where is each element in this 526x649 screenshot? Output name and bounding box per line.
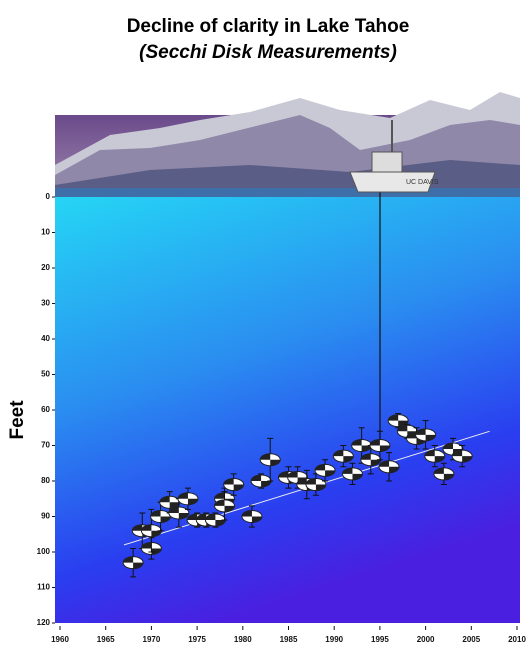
x-tick-label: 1960 [51, 635, 69, 644]
y-tick-label: 90 [41, 512, 50, 521]
x-tick-label: 2000 [417, 635, 435, 644]
x-tick-label: 1965 [97, 635, 115, 644]
y-tick-label: 10 [41, 228, 50, 237]
x-tick-label: 1990 [325, 635, 343, 644]
y-axis-label: Feet [7, 400, 28, 440]
y-tick-label: 110 [37, 583, 50, 592]
x-tick-label: 1985 [280, 635, 298, 644]
y-tick-label: 50 [41, 370, 50, 379]
scenery [55, 92, 520, 197]
x-tick-label: 1975 [188, 635, 206, 644]
y-tick-label: 20 [41, 263, 50, 272]
x-tick-label: 2005 [462, 635, 480, 644]
x-tick-label: 2010 [508, 635, 526, 644]
chart-subtitle: (Secchi Disk Measurements) [139, 42, 397, 63]
x-tick-label: 1995 [371, 635, 389, 644]
x-tick-label: 1980 [234, 635, 252, 644]
y-tick-label: 120 [37, 618, 51, 627]
chart-title: Decline of clarity in Lake Tahoe [127, 16, 410, 37]
y-tick-label: 60 [41, 405, 50, 414]
ship-label: UC DAVIS [406, 179, 439, 186]
x-tick-label: 1970 [143, 635, 161, 644]
y-tick-label: 80 [41, 476, 50, 485]
y-tick-label: 70 [41, 441, 50, 450]
y-tick-label: 30 [41, 299, 50, 308]
y-tick-label: 40 [41, 334, 50, 343]
chart: Decline of clarity in Lake Tahoe (Secchi… [0, 0, 526, 649]
y-tick-label: 0 [46, 192, 51, 201]
y-tick-label: 100 [37, 547, 51, 556]
